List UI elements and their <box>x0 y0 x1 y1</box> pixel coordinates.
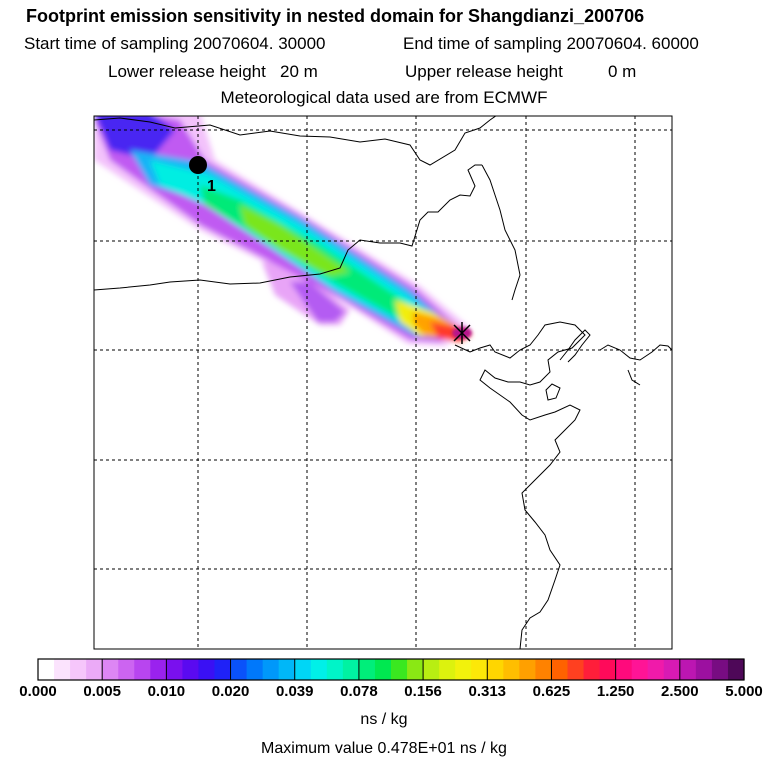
colorbar-cell <box>102 659 119 680</box>
colorbar-cell <box>583 659 601 680</box>
colorbar-cell <box>631 659 649 680</box>
colorbar-cell <box>679 659 697 680</box>
colorbar-cell <box>358 659 376 680</box>
colorbar-cell <box>439 659 456 680</box>
colorbar-tick-label: 0.000 <box>19 683 57 700</box>
colorbar-cell <box>134 659 151 680</box>
upper-release-label: Upper release height <box>405 62 563 81</box>
colorbar-cell <box>455 659 472 680</box>
colorbar-cell <box>182 659 200 680</box>
colorbar-cell <box>230 659 248 680</box>
colorbar-cell <box>391 659 408 680</box>
colorbar-cell <box>294 659 312 680</box>
colorbar-tick-label: 0.625 <box>532 683 571 700</box>
colorbar-cell <box>487 659 504 680</box>
release-marker <box>453 322 471 344</box>
colorbar-cell <box>615 659 633 680</box>
map-frame <box>93 115 673 650</box>
colorbar-tick-label: 0.313 <box>468 683 507 700</box>
colorbar-cell <box>86 659 103 680</box>
station-marker <box>189 156 207 174</box>
units-label: ns / kg <box>360 711 408 728</box>
colorbar-cell <box>567 659 585 680</box>
colorbar-tick-label: 5.000 <box>725 683 763 700</box>
colorbar-cell <box>214 659 232 680</box>
colorbar-cells <box>38 659 745 680</box>
end-time-label: End time of sampling 20070604. 60000 <box>403 34 699 53</box>
colorbar-tick-label: 0.078 <box>340 683 378 700</box>
island <box>545 383 561 401</box>
colorbar-cell <box>647 659 665 680</box>
upper-release-value: 0 m <box>608 62 637 81</box>
colorbar-cell <box>262 659 280 680</box>
colorbar-tick-label: 0.005 <box>83 683 121 700</box>
colorbar-cell <box>519 659 537 680</box>
colorbar-cell <box>695 659 713 680</box>
max-value-label: Maximum value 0.478E+01 ns / kg <box>261 740 507 757</box>
met-data-label: Meteorological data used are from ECMWF <box>220 88 548 107</box>
colorbar-cell <box>246 659 264 680</box>
colorbar-cell <box>503 659 520 680</box>
graticule <box>94 116 672 649</box>
coastline <box>559 329 591 363</box>
coastline <box>454 321 586 649</box>
colorbar-cell <box>423 659 440 680</box>
coastlines <box>94 116 672 649</box>
colorbar-cell <box>150 659 167 680</box>
colorbar-cell <box>711 659 729 680</box>
colorbar-cell <box>727 659 745 680</box>
colorbar-cell <box>70 659 87 680</box>
lower-release-label: Lower release height <box>108 62 266 81</box>
colorbar-cell <box>599 659 617 680</box>
page-title: Footprint emission sensitivity in nested… <box>26 6 645 26</box>
colorbar-cell <box>278 659 296 680</box>
colorbar-cell <box>342 659 360 680</box>
colorbar-cell <box>374 659 392 680</box>
colorbar-tick-label: 0.020 <box>211 683 250 700</box>
coastline <box>627 369 641 386</box>
colorbar-tick-label: 0.156 <box>404 683 442 700</box>
colorbar-frame <box>37 658 745 681</box>
station-marker-label: 1 <box>207 178 216 195</box>
border-line <box>94 116 497 166</box>
border-line <box>94 164 482 291</box>
colorbar-cell <box>118 659 135 680</box>
border-line <box>481 164 521 301</box>
colorbar-cell <box>471 659 488 680</box>
colorbar-cell <box>535 659 553 680</box>
colorbar-ticks <box>101 659 681 680</box>
start-time-label: Start time of sampling 20070604. 30000 <box>24 34 326 53</box>
colorbar-cell <box>310 659 328 680</box>
lower-release-value: 20 m <box>280 62 318 81</box>
colorbar-cell <box>663 659 681 680</box>
coastline <box>599 344 672 361</box>
colorbar-tick-label: 2.500 <box>661 683 699 700</box>
colorbar-cell <box>551 659 569 680</box>
colorbar-cell <box>38 659 55 680</box>
colorbar-cell <box>166 659 184 680</box>
colorbar-tick-label: 1.250 <box>596 683 635 700</box>
colorbar-tick-label: 0.039 <box>275 683 314 700</box>
footprint-plume <box>94 116 472 346</box>
colorbar-cell <box>326 659 344 680</box>
colorbar-cell <box>198 659 216 680</box>
colorbar-cell <box>54 659 71 680</box>
colorbar-cell <box>407 659 424 680</box>
colorbar-tick-label: 0.010 <box>147 683 186 700</box>
